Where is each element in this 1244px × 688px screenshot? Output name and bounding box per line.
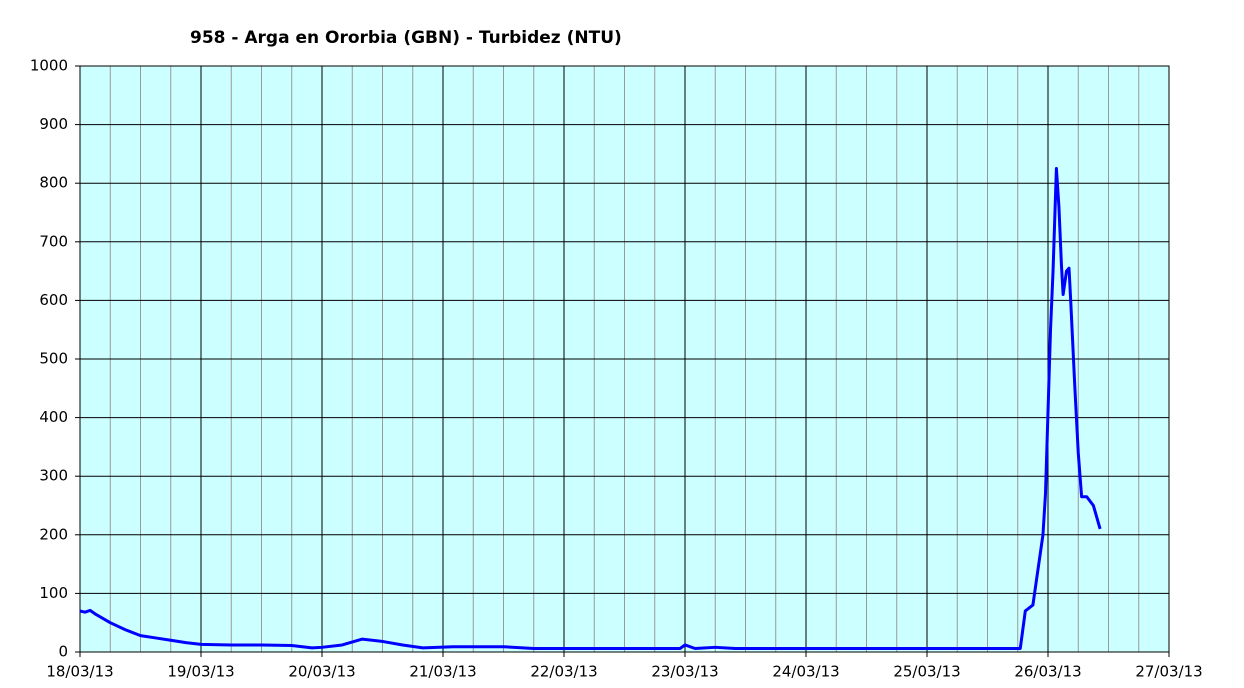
x-tick-label: 18/03/13 bbox=[46, 663, 113, 681]
chart-title: 958 - Arga en Ororbia (GBN) - Turbidez (… bbox=[190, 28, 622, 48]
y-tick-label: 200 bbox=[39, 525, 68, 543]
y-tick-label: 500 bbox=[39, 350, 68, 368]
y-tick-label: 0 bbox=[58, 643, 68, 661]
y-tick-label: 400 bbox=[39, 408, 68, 426]
x-tick-label: 20/03/13 bbox=[288, 663, 355, 681]
y-tick-label: 700 bbox=[39, 232, 68, 250]
y-tick-label: 100 bbox=[39, 584, 68, 602]
x-tick-label: 26/03/13 bbox=[1014, 663, 1081, 681]
x-tick-label: 21/03/13 bbox=[409, 663, 476, 681]
y-tick-label: 600 bbox=[39, 291, 68, 309]
x-tick-label: 25/03/13 bbox=[893, 663, 960, 681]
plot-border bbox=[79, 65, 1170, 653]
data-line bbox=[79, 167, 1102, 650]
y-tick-label: 300 bbox=[39, 467, 68, 485]
y-tick-label: 800 bbox=[39, 174, 68, 192]
y-tick-label: 1000 bbox=[30, 57, 68, 75]
y-tick-label: 900 bbox=[39, 115, 68, 133]
x-tick-label: 27/03/13 bbox=[1135, 663, 1202, 681]
x-tick-label: 19/03/13 bbox=[167, 663, 234, 681]
x-tick-label: 24/03/13 bbox=[772, 663, 839, 681]
x-tick-label: 22/03/13 bbox=[530, 663, 597, 681]
x-tick-label: 23/03/13 bbox=[651, 663, 718, 681]
